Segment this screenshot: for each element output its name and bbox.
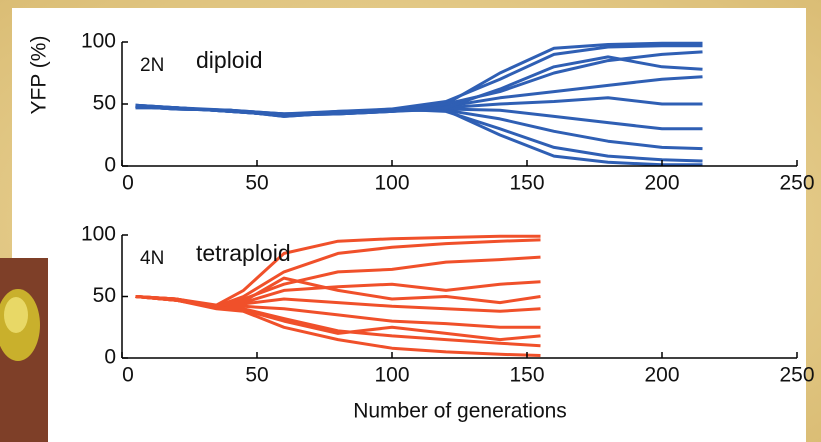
x-tick-label: 250 xyxy=(779,172,814,195)
x-tick-label: 0 xyxy=(122,364,134,387)
y-tick-label: 50 xyxy=(93,92,116,115)
figure-panel xyxy=(12,8,806,442)
x-tick-label: 100 xyxy=(374,172,409,195)
ploidy-name: tetraploid xyxy=(196,240,291,266)
x-tick-label: 50 xyxy=(245,172,268,195)
x-tick-label: 150 xyxy=(509,364,544,387)
y-axis-label: YFP (%) xyxy=(28,36,51,115)
y-tick-label: 100 xyxy=(81,30,116,53)
data-line xyxy=(135,55,703,116)
x-tick-label: 200 xyxy=(644,364,679,387)
y-tick-label: 0 xyxy=(104,346,116,369)
x-tick-label: 0 xyxy=(122,172,134,195)
y-tick-label: 50 xyxy=(93,284,116,307)
x-tick-label: 100 xyxy=(374,364,409,387)
x-axis-label: Number of generations xyxy=(353,400,567,423)
y-tick-label: 100 xyxy=(81,223,116,246)
data-line xyxy=(135,295,541,342)
x-tick-label: 150 xyxy=(509,172,544,195)
ploidy-label: 4N xyxy=(140,248,164,269)
x-tick-label: 200 xyxy=(644,172,679,195)
x-tick-label: 250 xyxy=(779,364,814,387)
ploidy-name: diploid xyxy=(196,47,263,73)
ploidy-label: 2N xyxy=(140,55,164,76)
x-tick-label: 50 xyxy=(245,364,268,387)
yeast-photo xyxy=(0,258,48,442)
y-tick-label: 0 xyxy=(104,154,116,177)
